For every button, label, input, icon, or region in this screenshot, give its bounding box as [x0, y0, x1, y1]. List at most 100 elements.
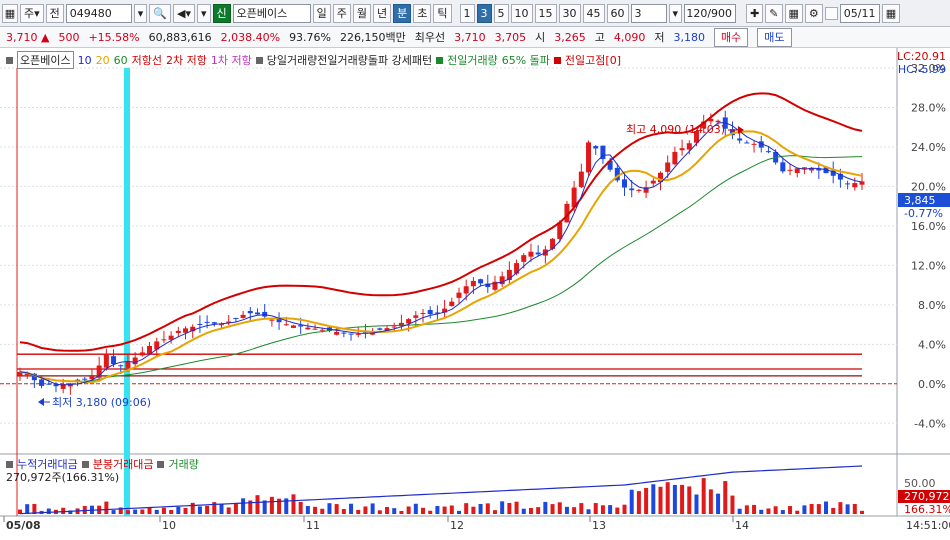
- legend-prevvol-icon: [436, 56, 444, 64]
- candle-body: [557, 222, 563, 239]
- price-tick-label: 12.0%: [911, 259, 946, 272]
- period-day-button[interactable]: 일: [312, 3, 331, 23]
- candle-body: [499, 276, 505, 285]
- volume-bar: [809, 503, 814, 514]
- low-annotation: 최저 3,180 (09:06): [52, 396, 151, 409]
- market-select[interactable]: 주 ▾: [20, 3, 44, 23]
- cumulative-amount-line: [19, 465, 863, 515]
- candle-body: [629, 188, 635, 191]
- interval-45-button[interactable]: 45: [582, 3, 605, 23]
- volume-bar: [629, 489, 634, 514]
- volume-bar: [248, 500, 253, 514]
- credit-badge[interactable]: 신: [212, 3, 231, 23]
- low-label: 저: [654, 31, 665, 44]
- current-rate: -0.77%: [904, 207, 943, 220]
- candle-body: [600, 145, 606, 160]
- period-week-button[interactable]: 주: [332, 3, 351, 23]
- gear-icon[interactable]: ⚙: [804, 3, 823, 23]
- calendar-icon[interactable]: ▦: [881, 3, 901, 23]
- prev-button[interactable]: 전: [45, 3, 64, 23]
- current-time: 14:51:00: [906, 519, 950, 532]
- volume-legend-icon-c: [157, 460, 165, 468]
- candle-body: [254, 312, 260, 315]
- change-rate: +15.58%: [88, 30, 140, 44]
- volume-bar: [435, 506, 440, 514]
- candle-body: [701, 121, 707, 129]
- candle-body: [478, 279, 484, 284]
- crosshair-icon[interactable]: ✚: [746, 3, 764, 23]
- legend-stock-name[interactable]: 오픈베이스: [17, 51, 74, 69]
- candle-body: [622, 179, 628, 188]
- candle-body: [780, 162, 786, 172]
- price-tick-label: 20.0%: [911, 180, 946, 193]
- period-year-button[interactable]: 년: [373, 3, 392, 23]
- legend-cum-amount: 누적거래대금: [17, 458, 78, 471]
- candle-body: [147, 345, 153, 355]
- search-icon[interactable]: 🔍: [149, 3, 172, 23]
- interval-dropdown-icon[interactable]: ▾: [668, 3, 683, 23]
- candle-body: [442, 308, 448, 313]
- candle-body: [816, 168, 822, 171]
- period-month-button[interactable]: 월: [352, 3, 372, 23]
- stock-code-input[interactable]: 049480: [65, 3, 132, 23]
- candle-body: [204, 321, 210, 323]
- high-annotation: 최고 4,090 (14:03): [626, 123, 725, 136]
- time-tick-label: 14: [735, 519, 749, 532]
- period-minute-button[interactable]: 분: [393, 3, 412, 23]
- candle-body: [139, 352, 145, 356]
- volume-bar: [687, 486, 692, 514]
- interval-5-button[interactable]: 5: [493, 3, 509, 23]
- price-chart[interactable]: 32.0% 28.0% 24.0% 20.0% 16.0% 12.0% 8.0% 4.0% 0.…: [0, 48, 950, 540]
- candle-body: [413, 315, 419, 318]
- interval-10-button[interactable]: 10: [510, 3, 533, 23]
- volume-bar: [176, 506, 181, 514]
- candle-body: [298, 325, 304, 327]
- volume-bar: [759, 509, 764, 514]
- time-tick-label: 12: [450, 519, 464, 532]
- count-field[interactable]: 120/900: [684, 3, 737, 23]
- candle-body: [852, 183, 858, 188]
- interval-3-button[interactable]: 3: [476, 3, 492, 23]
- candle-body: [118, 365, 124, 367]
- volume-bar: [708, 489, 713, 514]
- volume-bar: [485, 503, 490, 514]
- legend-pattern: 당일거래량전일거래량돌파 강세패턴: [266, 54, 433, 67]
- cursor-highlight-band: [124, 68, 130, 516]
- interval-30-button[interactable]: 30: [558, 3, 581, 23]
- volume-bar: [147, 507, 152, 514]
- menu-icon[interactable]: ▦: [2, 3, 18, 23]
- draw-icon[interactable]: ✎: [765, 3, 783, 23]
- volume-bar: [716, 493, 721, 514]
- grid-icon[interactable]: ▦: [784, 3, 803, 23]
- volume-bar: [644, 487, 649, 514]
- legend-resistance: 저항선: [131, 54, 162, 67]
- candle-body: [290, 325, 296, 328]
- volume-bar: [507, 503, 512, 514]
- code-dropdown-icon[interactable]: ▾: [133, 3, 148, 23]
- price-tick-label: 4.0%: [918, 338, 946, 351]
- candle-body: [449, 301, 455, 307]
- date-field[interactable]: 05/11: [839, 3, 880, 23]
- interval-input[interactable]: 3: [630, 3, 667, 23]
- date-checkbox[interactable]: [824, 6, 838, 20]
- legend-prev-high: 전일고점[0]: [564, 54, 621, 67]
- volume-bar: [694, 494, 699, 514]
- grid-lines: [0, 67, 897, 424]
- settings-small-icon[interactable]: ▾: [197, 3, 211, 23]
- sell-button[interactable]: 매도: [757, 27, 792, 47]
- candle-body: [657, 172, 663, 183]
- speaker-icon[interactable]: ◀▾: [173, 3, 195, 23]
- period-second-button[interactable]: 초: [413, 3, 432, 23]
- volume-bar: [413, 503, 418, 514]
- buy-button[interactable]: 매수: [714, 27, 749, 47]
- candle-body: [492, 281, 498, 290]
- interval-15-button[interactable]: 15: [534, 3, 557, 23]
- volume-legend-icon-b: [81, 460, 89, 468]
- volume-bar: [68, 510, 73, 514]
- candle-body: [334, 331, 340, 335]
- interval-60-button[interactable]: 60: [606, 3, 629, 23]
- quote-bar: 3,710 ▲ 500 +15.58% 60,883,616 2,038.40%…: [0, 27, 950, 48]
- period-tick-button[interactable]: 틱: [433, 3, 452, 23]
- legend-toggle-icon[interactable]: [6, 56, 13, 64]
- interval-1-button[interactable]: 1: [459, 3, 475, 23]
